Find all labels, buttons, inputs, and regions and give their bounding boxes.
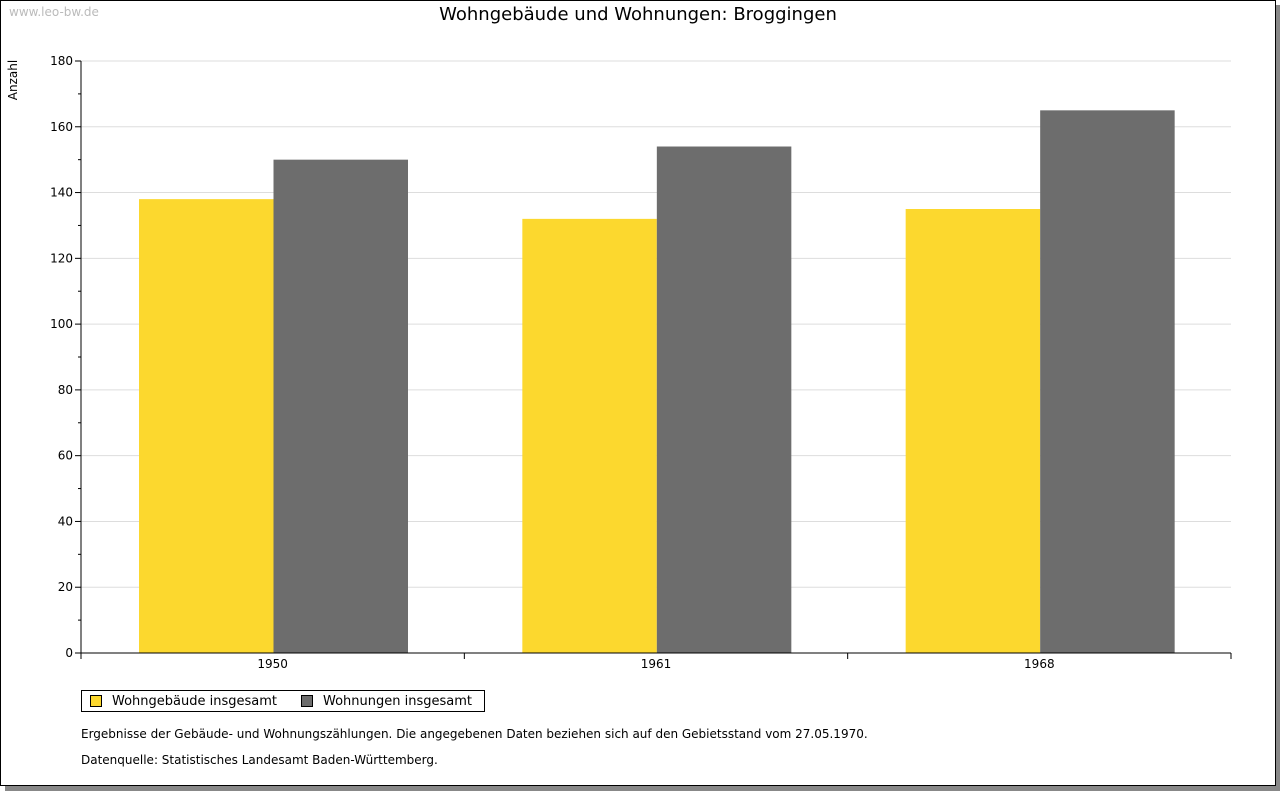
source-note: Datenquelle: Statistisches Landesamt Bad… bbox=[81, 753, 438, 767]
legend-item: Wohnungen insgesamt bbox=[301, 694, 472, 709]
bar-1961-wohngebaeude bbox=[522, 218, 657, 653]
y-tick-label: 120 bbox=[50, 251, 73, 265]
y-tick-label: 0 bbox=[65, 646, 73, 660]
y-tick-label: 140 bbox=[50, 186, 73, 200]
bar-1968-wohnungen bbox=[1040, 110, 1175, 654]
legend: Wohngebäude insgesamt Wohnungen insgesam… bbox=[81, 690, 485, 712]
y-tick-label: 160 bbox=[50, 120, 73, 134]
chart-title: Wohngebäude und Wohnungen: Broggingen bbox=[439, 4, 837, 25]
y-tick-label: 180 bbox=[50, 54, 73, 68]
footnote: Ergebnisse der Gebäude- und Wohnungszähl… bbox=[81, 727, 868, 741]
legend-swatch bbox=[301, 695, 313, 707]
y-tick-label: 40 bbox=[58, 514, 73, 528]
y-tick-label: 60 bbox=[58, 449, 73, 463]
y-tick-label: 100 bbox=[50, 317, 73, 331]
bar-1950-wohngebaeude bbox=[139, 199, 274, 653]
x-tick-label: 1950 bbox=[257, 657, 288, 671]
y-tick-label: 80 bbox=[58, 383, 73, 397]
y-tick-label: 20 bbox=[58, 580, 73, 594]
legend-label: Wohngebäude insgesamt bbox=[112, 693, 277, 709]
x-tick-label: 1968 bbox=[1024, 657, 1055, 671]
bar-1968-wohngebaeude bbox=[905, 209, 1041, 653]
legend-swatch bbox=[90, 695, 102, 707]
x-tick-label: 1961 bbox=[641, 657, 672, 671]
legend-label: Wohnungen insgesamt bbox=[323, 693, 472, 709]
bar-1950-wohnungen bbox=[273, 159, 408, 653]
watermark: www.leo-bw.de bbox=[9, 5, 99, 19]
plot-area: 0 20 40 60 80 100 120 140 160 180 1950 1961 1968 bbox=[50, 54, 1232, 671]
legend-item: Wohngebäude insgesamt bbox=[90, 694, 277, 709]
bar-1961-wohnungen bbox=[656, 146, 792, 653]
